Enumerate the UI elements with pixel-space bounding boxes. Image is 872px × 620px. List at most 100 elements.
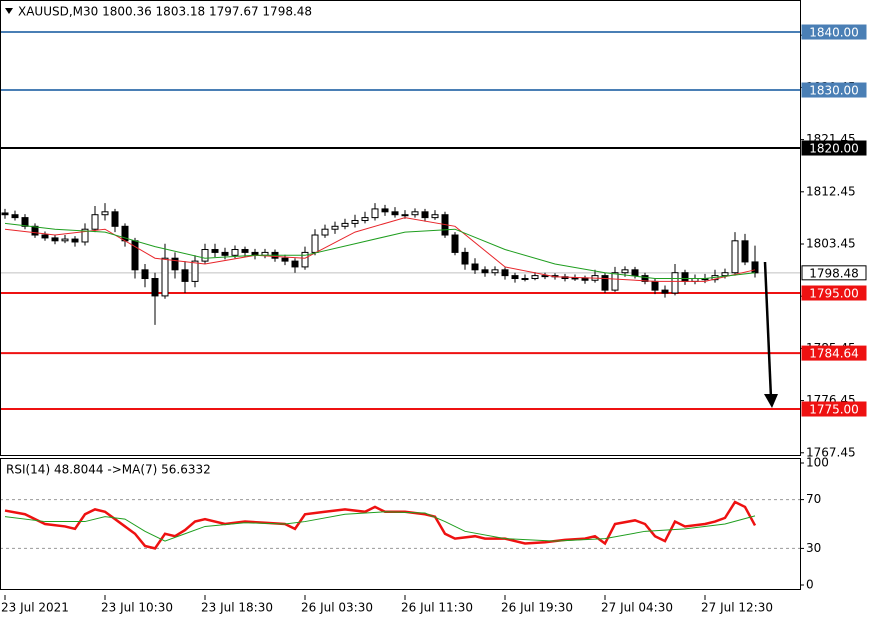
candle-body: [401, 214, 409, 217]
candle-body: [471, 263, 479, 271]
candle-body: [61, 238, 69, 242]
candle-body: [1, 212, 9, 216]
candle-body: [501, 269, 509, 277]
price-panel: 1767.451776.451785.451794.451803.451812.…: [0, 24, 867, 459]
candle-body: [91, 214, 99, 230]
y-tick-label: 70: [806, 492, 821, 506]
candle-body: [721, 272, 729, 277]
candle-body: [631, 269, 639, 277]
candle-body: [381, 208, 389, 213]
level-label-box: [801, 345, 867, 361]
level-label-box: [801, 265, 867, 281]
candle-body: [161, 257, 169, 297]
level-label: 1795.00: [809, 287, 859, 301]
candle-body: [531, 275, 539, 280]
candle-body: [301, 251, 309, 268]
candle-body: [571, 277, 579, 280]
candle-body: [21, 217, 29, 227]
candle-body: [141, 269, 149, 280]
x-tick-label: 27 Jul 12:30: [701, 601, 773, 615]
x-tick-label: 26 Jul 19:30: [501, 601, 573, 615]
level-label: 1798.48: [809, 266, 859, 280]
y-tick-label: 30: [806, 541, 821, 555]
candle-body: [391, 211, 399, 216]
candle-body: [51, 237, 59, 242]
dropdown-icon[interactable]: [5, 8, 13, 14]
candle-body: [351, 220, 359, 224]
candle-body: [181, 269, 189, 282]
candle-body: [31, 225, 39, 236]
level-label-box: [801, 401, 867, 417]
candle-body: [241, 249, 249, 253]
candle-body: [331, 225, 339, 230]
level-label-box: [801, 82, 867, 98]
candle-body: [741, 240, 749, 263]
candle-body: [341, 222, 349, 227]
rsi-frame: [0, 458, 801, 590]
candle-body: [221, 251, 229, 256]
x-tick-label: 26 Jul 11:30: [401, 601, 473, 615]
y-tick-label: 1812.45: [806, 184, 856, 198]
candle-body: [101, 211, 109, 216]
moving-average: [4, 222, 756, 280]
candle-body: [411, 211, 419, 216]
candle-body: [451, 234, 459, 253]
level-label: 1784.64: [809, 347, 859, 361]
candle-body: [191, 260, 199, 282]
candle-body: [361, 217, 369, 222]
rsi-panel: 0 30 70 100 23 Jul 2021 23 Jul 10:30 23 Jul 18…: [0, 456, 829, 615]
y-tick-label: 100: [806, 456, 829, 470]
candle-body: [81, 228, 89, 243]
y-tick-label: 1767.45: [806, 445, 856, 459]
candle-body: [171, 257, 179, 271]
candle-body: [431, 214, 439, 219]
candle-body: [681, 272, 689, 282]
rsi-title: RSI(14) 48.8044 ->MA(7) 56.6332: [6, 463, 211, 477]
chart-title: XAUUSD,M30 1800.36 1803.18 1797.67 1798.…: [18, 5, 312, 19]
candle-body: [111, 211, 119, 227]
level-label: 1830.00: [809, 84, 859, 98]
candle-body: [751, 261, 759, 274]
x-tick-label: 23 Jul 10:30: [101, 601, 173, 615]
candle-body: [671, 272, 679, 294]
price-frame: [0, 0, 801, 456]
level-label-box: [801, 285, 867, 301]
level-label: 1840.00: [809, 26, 859, 40]
candle-body: [41, 234, 49, 239]
moving-average: [4, 217, 756, 282]
candle-body: [481, 269, 489, 274]
candle-body: [611, 272, 619, 291]
rsi-ma-line: [4, 511, 756, 542]
x-tick-label: 23 Jul 18:30: [201, 601, 273, 615]
level-label-box: [801, 140, 867, 156]
forecast-arrow: [763, 261, 778, 408]
candle-body: [211, 249, 219, 253]
candle-body: [461, 251, 469, 265]
x-tick-label: 27 Jul 04:30: [601, 601, 673, 615]
candle-body: [491, 269, 499, 274]
candle-body: [731, 240, 739, 274]
candle-body: [291, 260, 299, 268]
candle-body: [201, 249, 209, 262]
x-tick-label: 26 Jul 03:30: [301, 601, 373, 615]
candle-body: [541, 275, 549, 278]
y-tick-label: 1803.45: [806, 237, 856, 251]
candle-body: [321, 228, 329, 236]
candle-body: [71, 238, 79, 243]
level-label: 1775.00: [809, 403, 859, 417]
candle-body: [521, 278, 529, 281]
candle-body: [651, 280, 659, 291]
candle-body: [11, 214, 19, 219]
candle-body: [421, 211, 429, 219]
candle-body: [621, 269, 629, 274]
y-tick-label: 0: [806, 577, 814, 591]
candle-body: [311, 234, 319, 253]
candle-body: [661, 289, 669, 294]
candle-body: [641, 275, 649, 282]
candle-body: [281, 257, 289, 262]
candle-body: [231, 249, 239, 256]
x-tick-label: 23 Jul 2021: [1, 601, 69, 615]
candle-body: [151, 278, 159, 297]
